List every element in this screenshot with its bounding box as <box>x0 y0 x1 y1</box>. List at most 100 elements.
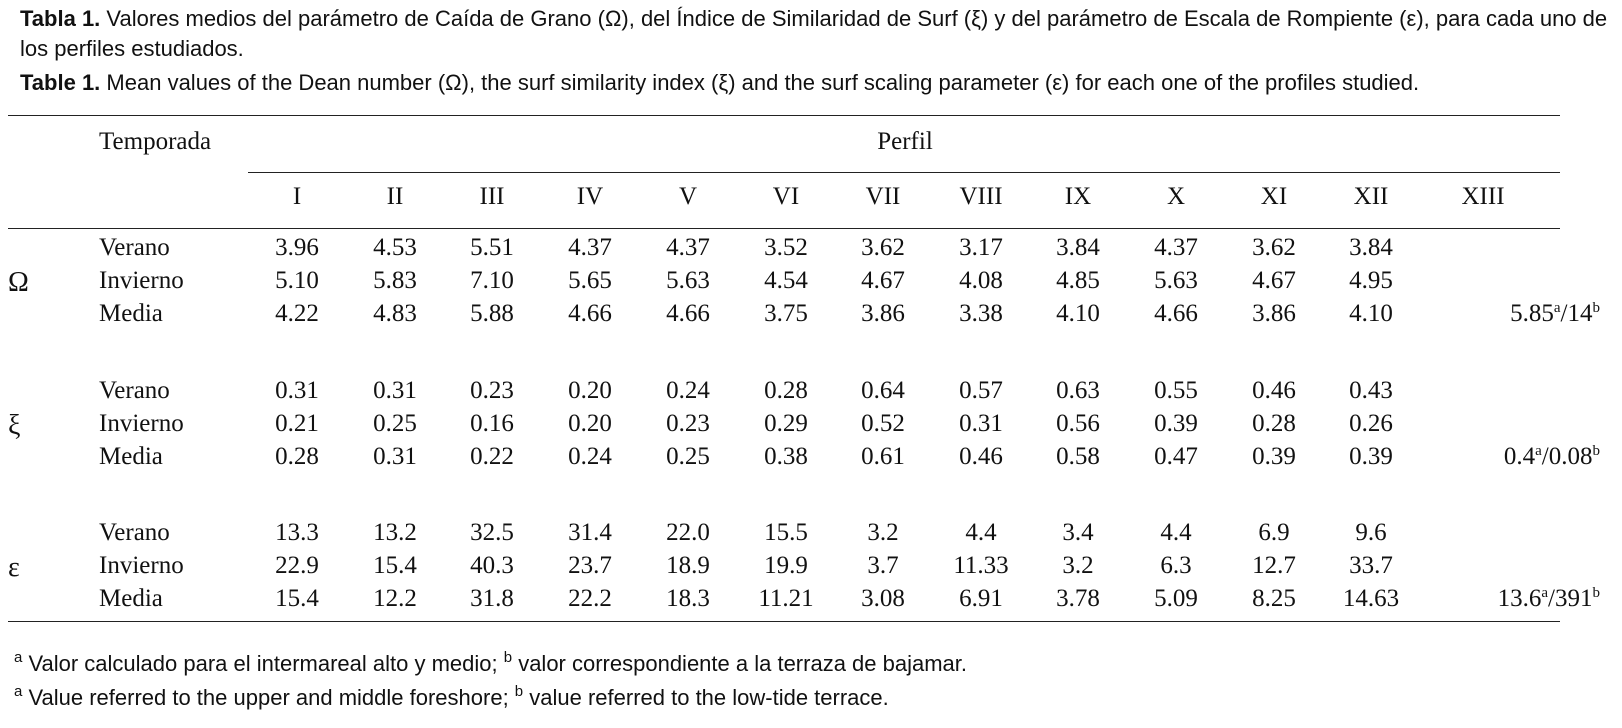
table-cell: 31.8 <box>470 585 514 612</box>
table-cell: 15.4 <box>275 585 319 612</box>
table-cell: 4.22 <box>275 300 319 327</box>
xiii-value-b: 391 <box>1555 585 1593 612</box>
table-cell-xiii: 5.85a/14b <box>1510 299 1600 329</box>
table-cell: 4.83 <box>373 300 417 327</box>
table-cell: 3.62 <box>1252 234 1296 261</box>
xiii-value-b: 0.08 <box>1548 443 1593 470</box>
row-label: Verano <box>99 234 170 261</box>
table-cell: 5.83 <box>373 267 417 294</box>
table-cell: 0.24 <box>568 443 612 470</box>
table-cell: 0.61 <box>861 443 905 470</box>
table-cell: 4.85 <box>1056 267 1100 294</box>
table-cell: 0.21 <box>275 410 319 437</box>
table-cell: 13.3 <box>275 519 319 546</box>
table-caption: Tabla 1. Valores medios del parámetro de… <box>20 4 1610 98</box>
footnote-spanish-a-text: Valor calculado para el intermareal alto… <box>22 651 504 676</box>
caption-english: Table 1. Mean values of the Dean number … <box>20 68 1610 98</box>
row-label: Invierno <box>99 267 184 294</box>
slash-separator: / <box>1548 585 1555 612</box>
table-cell: 40.3 <box>470 552 514 579</box>
table-cell: 4.4 <box>1160 519 1192 546</box>
footnote-mark-a: a <box>14 649 23 666</box>
profile-header: V <box>678 183 698 210</box>
profile-header: III <box>479 183 505 210</box>
table-cell: 3.75 <box>764 300 808 327</box>
header-perfil: Perfil <box>877 128 933 155</box>
profile-header: VI <box>772 183 800 210</box>
footnote-mark-b: b <box>514 683 524 700</box>
slash-separator: / <box>1541 443 1549 470</box>
row-label: Verano <box>99 377 170 404</box>
table-cell: 5.10 <box>275 267 319 294</box>
superscript-b: b <box>1592 300 1601 316</box>
table-cell: 3.52 <box>764 234 808 261</box>
superscript-b: b <box>1592 443 1601 459</box>
table-cell: 4.10 <box>1349 300 1393 327</box>
table-cell: 0.23 <box>470 377 514 404</box>
table-cell: 14.63 <box>1342 585 1400 612</box>
table-cell: 6.3 <box>1160 552 1192 579</box>
superscript-a: a <box>1535 443 1542 459</box>
table-cell: 19.9 <box>764 552 808 579</box>
table-cell: 0.28 <box>764 377 808 404</box>
table-cell: 3.78 <box>1056 585 1100 612</box>
table-cell: 11.33 <box>953 552 1009 579</box>
perfil-header-rule <box>248 172 1560 173</box>
table-cell: 12.7 <box>1252 552 1296 579</box>
table-cell: 0.46 <box>959 443 1003 470</box>
table-cell: 33.7 <box>1349 552 1393 579</box>
header-bottom-rule <box>8 228 1560 229</box>
table-cell: 0.20 <box>568 377 612 404</box>
table-cell: 5.51 <box>470 234 514 261</box>
table-cell: 4.67 <box>1252 267 1296 294</box>
table-cell: 3.4 <box>1062 519 1094 546</box>
table-cell: 12.2 <box>373 585 417 612</box>
table-cell: 3.2 <box>867 519 899 546</box>
table-cell: 0.28 <box>275 443 319 470</box>
table-cell: 22.2 <box>568 585 612 612</box>
table-cell: 3.84 <box>1349 234 1393 261</box>
footnote-english-a-text: Value referred to the upper and middle f… <box>22 685 515 710</box>
profile-header: IX <box>1064 183 1092 210</box>
table-cell: 11.21 <box>758 585 814 612</box>
table-cell: 4.66 <box>568 300 612 327</box>
table-cell: 9.6 <box>1355 519 1387 546</box>
caption-english-text: Mean values of the Dean number (Ω), the … <box>106 70 1420 95</box>
table-cell: 3.84 <box>1056 234 1100 261</box>
table-cell: 0.39 <box>1154 410 1198 437</box>
table-cell: 5.88 <box>470 300 514 327</box>
table-cell: 18.9 <box>666 552 710 579</box>
xiii-value-a: 13.6 <box>1497 585 1542 612</box>
table-cell: 5.63 <box>666 267 710 294</box>
row-label: Invierno <box>99 410 184 437</box>
table-cell-xiii: 0.4a/0.08b <box>1504 442 1600 472</box>
group-symbol: ξ <box>8 410 21 441</box>
table-cell: 0.63 <box>1056 377 1100 404</box>
table-cell: 0.55 <box>1154 377 1198 404</box>
table-cell: 0.47 <box>1154 443 1198 470</box>
table-cell: 5.65 <box>568 267 612 294</box>
superscript-a: a <box>1541 585 1549 601</box>
table-cell: 3.38 <box>959 300 1003 327</box>
table-cell: 7.10 <box>470 267 514 294</box>
table-cell: 0.25 <box>666 443 710 470</box>
table-cell: 0.25 <box>373 410 417 437</box>
table-cell: 4.66 <box>666 300 710 327</box>
profile-header: XIII <box>1461 183 1505 210</box>
table-cell: 0.31 <box>373 443 417 470</box>
table-cell: 22.0 <box>666 519 710 546</box>
table-cell: 4.10 <box>1056 300 1100 327</box>
table-cell: 0.56 <box>1056 410 1100 437</box>
table-cell: 4.67 <box>861 267 905 294</box>
footnotes: a Valor calculado para el intermareal al… <box>14 650 967 718</box>
group-symbol: Ω <box>8 267 29 298</box>
table-cell: 4.4 <box>965 519 997 546</box>
table-cell: 3.62 <box>861 234 905 261</box>
table-cell: 0.31 <box>373 377 417 404</box>
table-cell: 0.58 <box>1056 443 1100 470</box>
table-cell: 0.52 <box>861 410 905 437</box>
profile-header: VII <box>865 183 901 210</box>
row-label: Media <box>99 443 163 470</box>
table-cell: 0.38 <box>764 443 808 470</box>
table-cell: 0.22 <box>470 443 514 470</box>
